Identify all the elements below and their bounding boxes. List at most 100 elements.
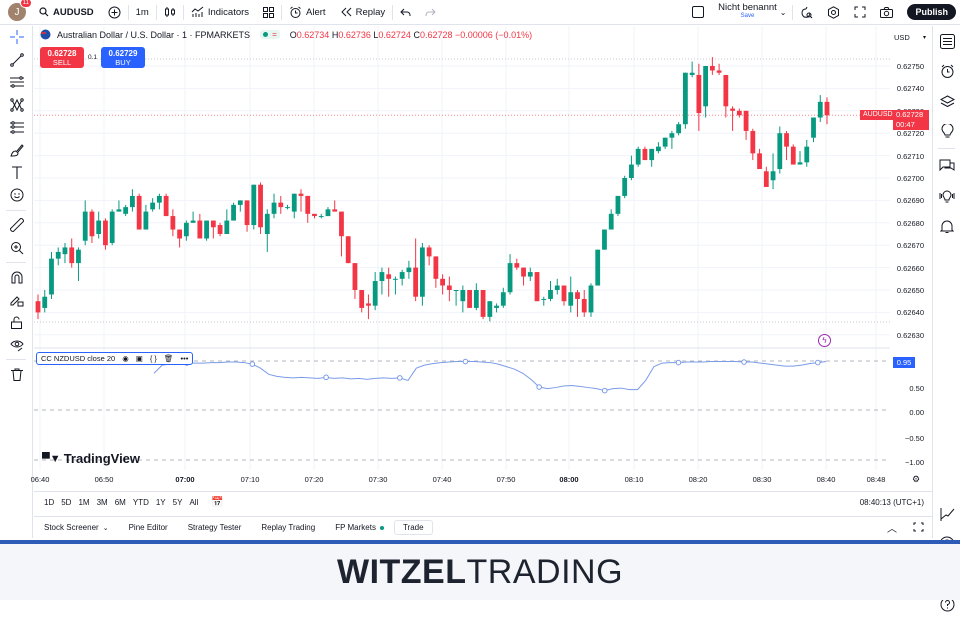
hide-drawings-tool[interactable] bbox=[0, 334, 33, 357]
eye-icon[interactable]: ◉ bbox=[122, 354, 129, 363]
market-status-badge[interactable]: = bbox=[260, 30, 280, 39]
source-code-icon[interactable]: { } bbox=[149, 354, 157, 363]
price-chart[interactable] bbox=[34, 26, 890, 470]
indicator-value-tag: 0.95 bbox=[893, 357, 915, 368]
text-tool[interactable] bbox=[0, 162, 33, 185]
trading-panel-button[interactable] bbox=[933, 499, 960, 529]
tab-replay-trading[interactable]: Replay Trading bbox=[261, 523, 316, 532]
tv-logo-icon: ▀▼ bbox=[42, 452, 61, 465]
watchlist-button[interactable] bbox=[933, 26, 960, 56]
price-axis[interactable]: USD▾ 0.627500.627400.627300.627200.62710… bbox=[890, 26, 932, 516]
layouts-button[interactable] bbox=[256, 0, 281, 25]
chart-type-button[interactable] bbox=[157, 0, 183, 25]
chevron-up-icon[interactable]: ︿ bbox=[887, 524, 897, 535]
alerts-button[interactable] bbox=[933, 56, 960, 86]
redo-button[interactable] bbox=[418, 0, 443, 25]
tab-trade[interactable]: Trade bbox=[393, 520, 433, 535]
tab-stock-screener[interactable]: Stock Screener ⌄ bbox=[44, 523, 109, 532]
right-sidebar bbox=[932, 26, 960, 611]
calendar-goto-icon[interactable]: 📅 bbox=[211, 497, 224, 508]
settings-button[interactable] bbox=[820, 0, 847, 25]
symbol-title[interactable]: Australian Dollar / U.S. Dollar · 1 · FP… bbox=[57, 29, 251, 40]
more-icon[interactable]: ••• bbox=[180, 354, 189, 363]
range-1m[interactable]: 1M bbox=[78, 498, 90, 507]
quick-search-button[interactable] bbox=[793, 0, 820, 25]
range-3m[interactable]: 3M bbox=[96, 498, 108, 507]
ideas-button[interactable] bbox=[933, 116, 960, 146]
bottom-panel-tabs: Stock Screener ⌄ Pine Editor Strategy Tes… bbox=[34, 516, 932, 538]
price-label: 0.62630 bbox=[896, 330, 924, 340]
undo-button[interactable] bbox=[393, 0, 418, 25]
magnet-tool[interactable] bbox=[0, 266, 33, 289]
crosshair-tool[interactable] bbox=[0, 26, 33, 49]
notifications-button[interactable] bbox=[933, 211, 960, 241]
range-1d[interactable]: 1D bbox=[44, 498, 55, 507]
range-6m[interactable]: 6M bbox=[114, 498, 126, 507]
alert-button[interactable]: Alert bbox=[282, 0, 333, 25]
layout-toggle[interactable] bbox=[685, 0, 711, 25]
range-ytd[interactable]: YTD bbox=[132, 498, 149, 507]
layout-name-button[interactable]: Nicht benannt Save bbox=[718, 2, 777, 19]
tradingview-watermark: ▀▼ TradingView bbox=[42, 451, 141, 466]
indicators-button[interactable]: Indicators bbox=[184, 0, 256, 25]
flag-icon bbox=[40, 29, 51, 40]
settings-icon[interactable]: ▣ bbox=[135, 354, 143, 363]
zoom-tool[interactable] bbox=[0, 236, 33, 259]
tab-fp-markets[interactable]: FP Markets bbox=[325, 523, 394, 532]
lock-all-tool[interactable] bbox=[0, 311, 33, 334]
chart-pane[interactable] bbox=[34, 26, 890, 516]
symbol-search-button[interactable]: AUDUSD bbox=[32, 0, 101, 25]
brush-tool[interactable] bbox=[0, 139, 33, 162]
price-label: 0.62710 bbox=[896, 151, 924, 161]
tab-strategy-tester[interactable]: Strategy Tester bbox=[187, 523, 242, 532]
measure-tool[interactable] bbox=[0, 214, 33, 237]
axis-settings-icon[interactable]: ⚙ bbox=[912, 474, 921, 484]
brush-icon bbox=[9, 144, 24, 157]
fullscreen-button[interactable] bbox=[847, 0, 873, 25]
currency-selector[interactable]: USD ▾ bbox=[894, 32, 926, 42]
remove-drawings-tool[interactable] bbox=[0, 363, 33, 386]
trend-line-tool[interactable] bbox=[0, 49, 33, 72]
object-tree-button[interactable] bbox=[933, 86, 960, 116]
replay-button[interactable]: Replay bbox=[333, 0, 393, 25]
divider bbox=[938, 148, 955, 149]
unlock-icon bbox=[11, 316, 22, 329]
screenshot-button[interactable] bbox=[873, 0, 900, 25]
price-label: 0.62640 bbox=[896, 308, 924, 318]
price-label: 0.62750 bbox=[896, 62, 924, 71]
tab-pine-editor[interactable]: Pine Editor bbox=[128, 523, 168, 532]
divider bbox=[792, 4, 794, 20]
publish-button[interactable]: Publish bbox=[907, 4, 956, 20]
divider bbox=[155, 4, 157, 20]
clock[interactable]: 08:40:13 (UTC+1) bbox=[859, 498, 924, 507]
time-axis[interactable]: ⚙ 06:40 06:50 07:00 07:10 07:20 07:30 07:40 07:… bbox=[31, 470, 932, 490]
emoji-tool[interactable] bbox=[0, 184, 33, 207]
range-1y[interactable]: 1Y bbox=[155, 498, 166, 507]
streams-button[interactable] bbox=[933, 181, 960, 211]
chevron-down-icon[interactable]: ⌄ bbox=[779, 7, 787, 17]
lightning-alert-icon[interactable]: ϟ bbox=[818, 334, 831, 347]
indicator-axis-label: −0.50 bbox=[905, 434, 924, 443]
interval-button[interactable]: 1m bbox=[135, 6, 149, 18]
sell-button[interactable]: 0.62728 SELL bbox=[40, 47, 84, 68]
fib-tool[interactable] bbox=[0, 71, 33, 94]
range-all[interactable]: All bbox=[189, 498, 199, 507]
range-5d[interactable]: 5D bbox=[61, 498, 72, 507]
alarm-clock-icon bbox=[290, 6, 301, 18]
trash-icon[interactable]: 🗑 bbox=[163, 354, 174, 363]
undo-icon bbox=[400, 8, 411, 16]
compare-symbol-button[interactable] bbox=[101, 0, 128, 25]
forecast-tool[interactable] bbox=[0, 116, 33, 139]
chats-button[interactable] bbox=[933, 151, 960, 181]
pattern-tool[interactable] bbox=[0, 94, 33, 117]
indicator-legend[interactable]: CC NZDUSD close 20 ◉ ▣ { } 🗑 ••• bbox=[36, 352, 194, 365]
quantity-value[interactable]: 0.1 bbox=[88, 54, 98, 61]
layers-icon bbox=[939, 94, 955, 107]
price-label: 0.62690 bbox=[896, 196, 924, 206]
lock-drawing-tool[interactable] bbox=[0, 289, 33, 312]
range-5y[interactable]: 5Y bbox=[172, 498, 183, 507]
avatar[interactable]: J 11 bbox=[8, 0, 32, 21]
divider bbox=[182, 4, 184, 20]
buy-button[interactable]: 0.62729 BUY bbox=[101, 47, 145, 68]
maximize-panel-icon[interactable] bbox=[905, 522, 932, 534]
